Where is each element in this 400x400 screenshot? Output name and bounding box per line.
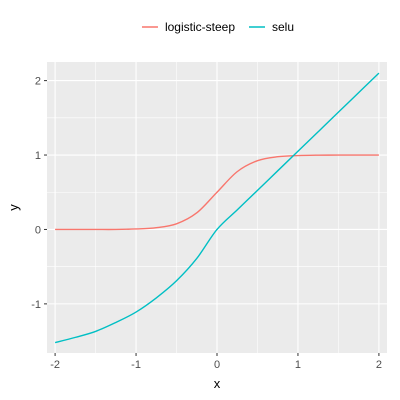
- x-tick-label: 2: [376, 359, 382, 371]
- y-axis-title: y: [6, 204, 21, 211]
- y-tick-label: 2: [35, 76, 41, 88]
- series-layer: [54, 72, 380, 344]
- x-tick-labels: -2 -1 0 1 2: [50, 359, 382, 371]
- x-tick-label: 0: [214, 359, 220, 371]
- series-line-selu: [54, 72, 380, 344]
- legend-label-logistic-steep: logistic-steep: [165, 20, 235, 34]
- x-axis-title: x: [214, 376, 221, 391]
- y-tick-label: 1: [35, 150, 41, 162]
- legend: logistic-steep selu: [141, 20, 294, 34]
- y-tick-label: 0: [35, 224, 41, 236]
- y-tick-label: -1: [31, 299, 41, 311]
- x-tick-label: 1: [295, 359, 301, 371]
- y-tick-labels: -1 0 1 2: [31, 76, 41, 311]
- series-line-logistic-steep: [55, 154, 379, 231]
- x-tick-label: -1: [131, 359, 141, 371]
- x-tick-label: -2: [50, 359, 60, 371]
- grid-minor: [47, 62, 387, 353]
- axis-ticks: [44, 80, 380, 356]
- legend-label-selu: selu: [272, 20, 294, 34]
